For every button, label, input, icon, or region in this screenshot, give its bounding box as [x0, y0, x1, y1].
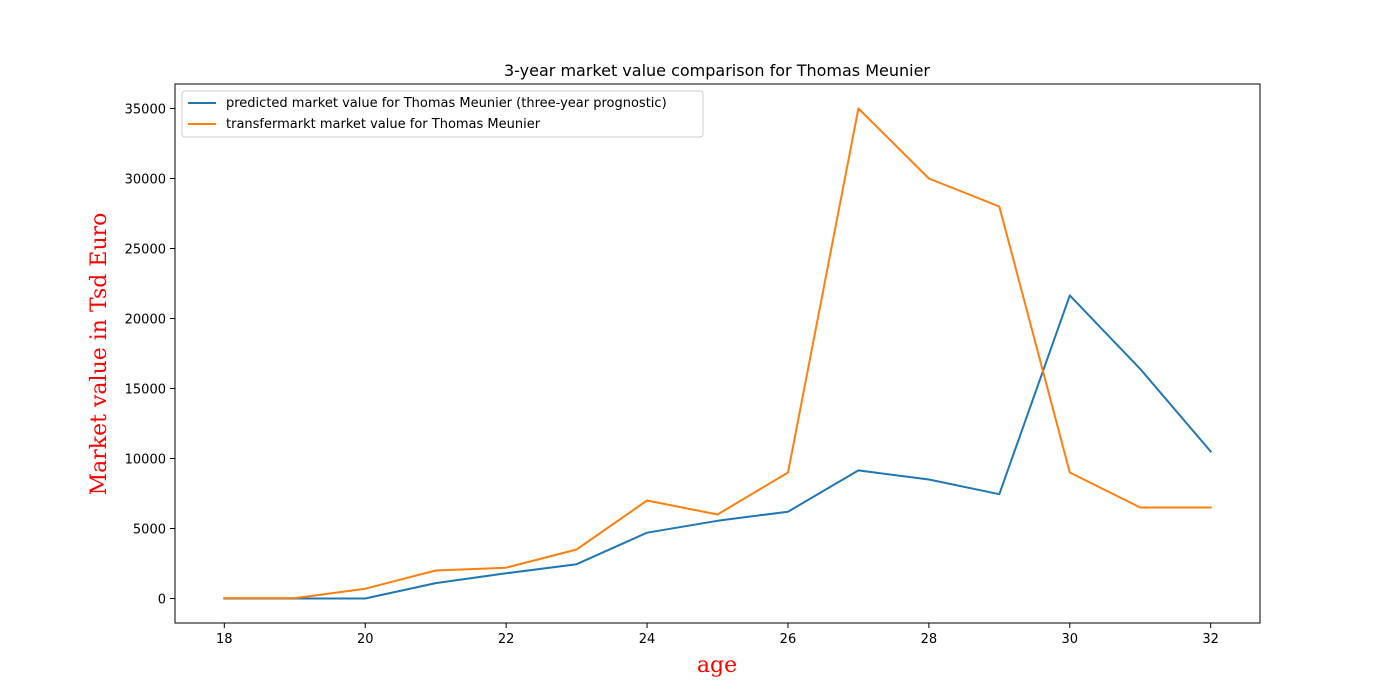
- plot-area: [174, 83, 1261, 624]
- legend: predicted market value for Thomas Meunie…: [181, 90, 704, 138]
- x-tick-label: 20: [357, 632, 374, 647]
- x-axis-label: age: [697, 653, 737, 678]
- legend-label-transfermarkt: transfermarkt market value for Thomas Me…: [226, 117, 541, 132]
- y-tick-label: 25000: [125, 243, 166, 258]
- x-tick-label: 22: [498, 632, 515, 647]
- y-tick-label: 0: [158, 593, 166, 608]
- series-line-predicted: [223, 294, 1213, 600]
- x-tick-label: 24: [639, 632, 656, 647]
- x-tick-label: 18: [216, 632, 233, 647]
- x-tick-label: 30: [1061, 632, 1078, 647]
- series-layer: [223, 107, 1213, 600]
- y-axis-ticks: 0 5000 10000 15000 20000 25000 30000 35000: [125, 103, 175, 608]
- x-axis-ticks: 18 20 22 24 26 28 30 32: [216, 623, 1219, 647]
- plot-background: [175, 84, 1260, 623]
- y-tick-label: 30000: [125, 173, 166, 188]
- y-tick-label: 35000: [125, 103, 166, 118]
- x-tick-label: 26: [780, 632, 797, 647]
- x-tick-label: 28: [921, 632, 938, 647]
- y-tick-label: 20000: [125, 313, 166, 328]
- legend-frame: [181, 90, 704, 138]
- x-tick-label: 32: [1202, 632, 1219, 647]
- series-line-transfermarkt: [223, 107, 1212, 600]
- axes-frame: [174, 83, 1261, 624]
- y-tick-label: 5000: [133, 523, 166, 538]
- y-tick-label: 10000: [125, 453, 166, 468]
- y-axis-label: Market value in Tsd Euro: [87, 213, 112, 496]
- y-tick-label: 15000: [125, 383, 166, 398]
- legend-label-predicted: predicted market value for Thomas Meunie…: [226, 96, 667, 111]
- chart-title: 3-year market value comparison for Thoma…: [504, 61, 930, 80]
